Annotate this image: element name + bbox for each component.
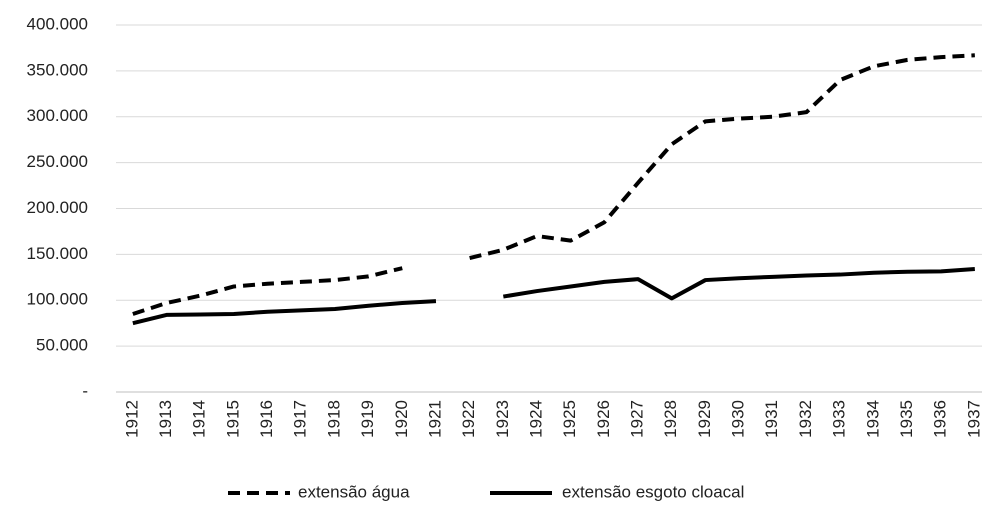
x-tick-label: 1934 — [863, 400, 882, 438]
x-tick-label: 1935 — [897, 400, 916, 438]
x-tick-label: 1913 — [156, 400, 175, 438]
x-tick-label: 1931 — [762, 400, 781, 438]
x-tick-label: 1925 — [560, 400, 579, 438]
y-tick-label: 350.000 — [27, 60, 88, 79]
y-tick-label: 100.000 — [27, 290, 88, 309]
x-tick-label: 1932 — [796, 400, 815, 438]
x-tick-label: 1936 — [931, 400, 950, 438]
x-tick-label: 1928 — [661, 400, 680, 438]
series-line — [132, 267, 975, 326]
x-tick-label: 1914 — [190, 400, 209, 438]
x-tick-label: 1926 — [594, 400, 613, 438]
x-tick-label: 1917 — [291, 400, 310, 438]
x-tick-label: 1919 — [358, 400, 377, 438]
y-tick-label: - — [82, 381, 88, 400]
x-tick-label: 1921 — [425, 400, 444, 438]
x-tick-label: 1924 — [526, 400, 545, 438]
x-tick-label: 1915 — [223, 400, 242, 438]
y-tick-label: 300.000 — [27, 106, 88, 125]
x-tick-label: 1923 — [493, 400, 512, 438]
series-line — [132, 53, 975, 316]
y-tick-label: 150.000 — [27, 244, 88, 263]
y-tick-label: 200.000 — [27, 198, 88, 217]
x-tick-label: 1918 — [324, 400, 343, 438]
x-tick-label: 1930 — [729, 400, 748, 438]
x-tick-label: 1912 — [122, 400, 141, 438]
x-tick-label: 1927 — [628, 400, 647, 438]
x-tick-label: 1937 — [964, 400, 982, 438]
y-tick-label: 50.000 — [36, 336, 88, 355]
x-tick-label: 1920 — [392, 400, 411, 438]
x-tick-label: 1933 — [830, 400, 849, 438]
x-tick-label: 1922 — [459, 400, 478, 438]
y-tick-label: 400.000 — [27, 14, 88, 33]
x-tick-label: 1929 — [695, 400, 714, 438]
y-tick-label: 250.000 — [27, 152, 88, 171]
x-tick-label: 1916 — [257, 400, 276, 438]
legend-label: extensão água — [298, 482, 410, 501]
legend-label: extensão esgoto cloacal — [562, 482, 744, 501]
